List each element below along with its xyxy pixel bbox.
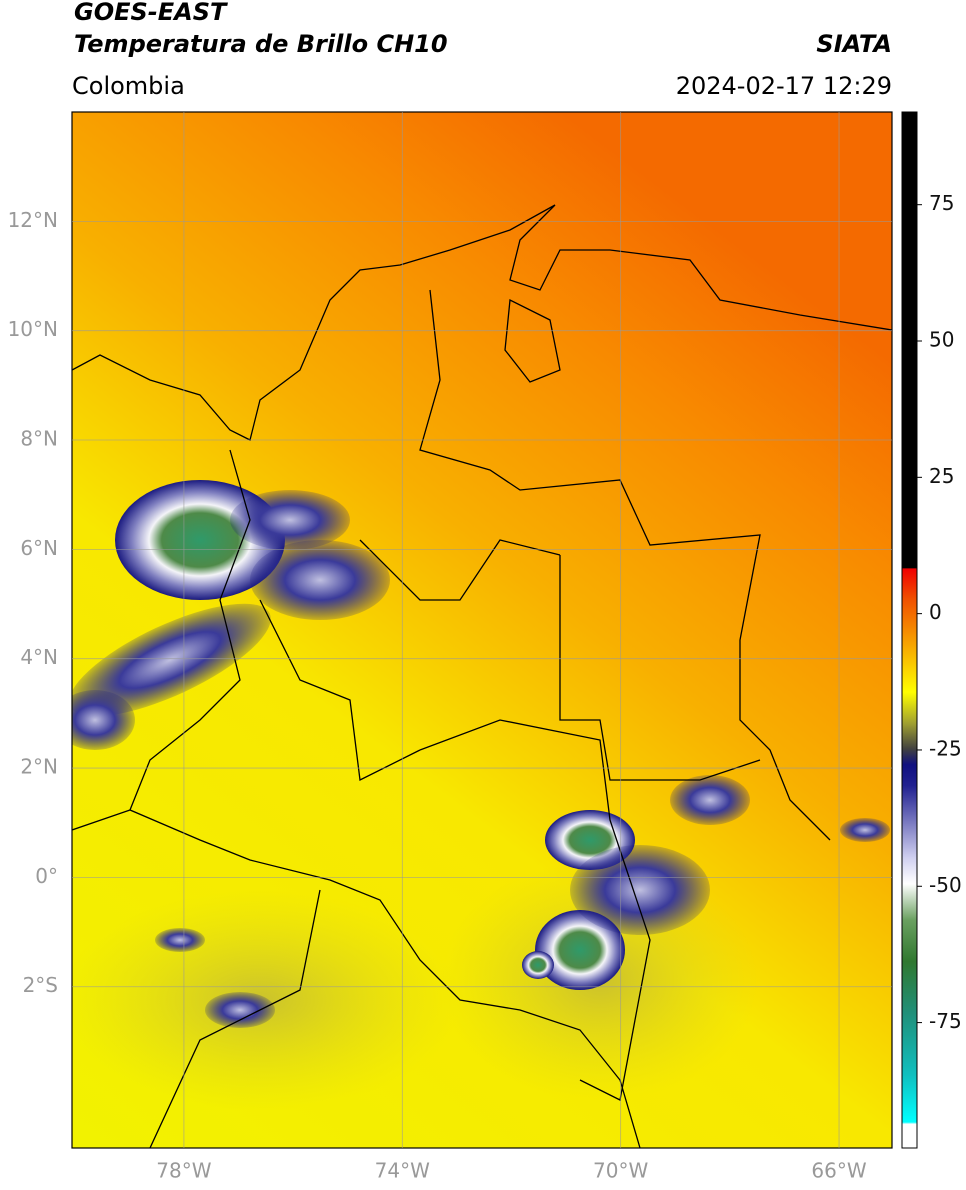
colorbar-tick-label: -50	[929, 873, 962, 897]
y-tick-label: 2°N	[20, 755, 58, 779]
subtitle: Temperatura de Brillo CH10	[74, 30, 448, 58]
x-tick-label: 74°W	[375, 1159, 430, 1183]
colorbar	[901, 111, 918, 1149]
region: Colombia	[72, 72, 185, 100]
datetime: 2024-02-17 12:29	[676, 72, 892, 100]
graticule	[72, 112, 892, 1148]
colorbar-tick-label: 25	[929, 464, 954, 488]
colorbar-tick-label: 50	[929, 328, 954, 352]
y-tick-label: 12°N	[8, 208, 58, 232]
y-tick-label: 8°N	[20, 427, 58, 451]
x-tick-label: 70°W	[593, 1159, 648, 1183]
y-tick-label: 0°	[35, 864, 58, 888]
x-tick-label: 66°W	[811, 1159, 866, 1183]
colorbar-tick-label: -75	[929, 1009, 962, 1033]
colorbar-tick-label: -25	[929, 736, 962, 760]
title: GOES-EAST	[74, 0, 228, 26]
y-tick-label: 2°S	[23, 973, 58, 997]
y-tick-label: 6°N	[20, 536, 58, 560]
colorbar-tick-label: 75	[929, 191, 954, 215]
map-image	[72, 112, 892, 1148]
y-tick-label: 4°N	[20, 645, 58, 669]
colorbar-tick-label: 0	[929, 600, 942, 624]
source: SIATA	[816, 30, 892, 58]
x-tick-label: 78°W	[156, 1159, 211, 1183]
map-frame	[71, 111, 893, 1149]
y-tick-label: 10°N	[8, 317, 58, 341]
